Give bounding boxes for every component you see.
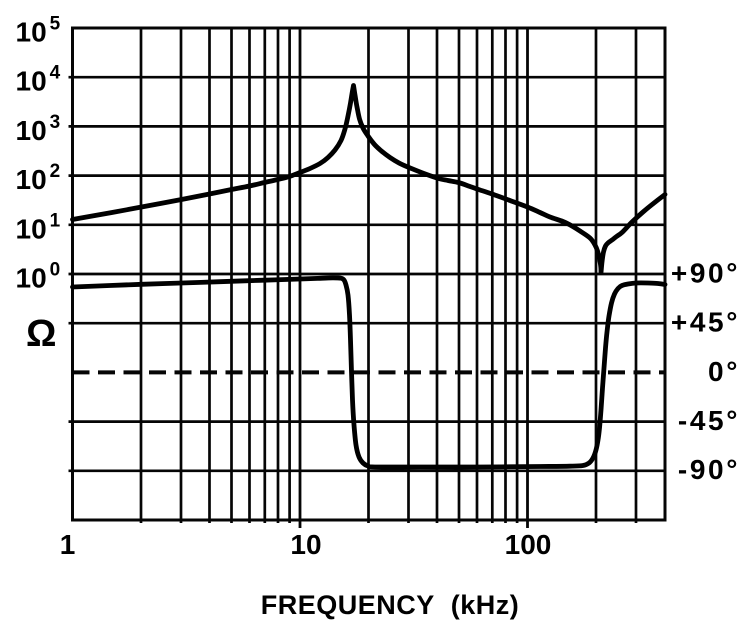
svg-text:1: 1 <box>60 529 76 560</box>
svg-text:+90°: +90° <box>671 257 740 288</box>
svg-text:+45°: +45° <box>671 307 740 338</box>
svg-text:Ω: Ω <box>26 313 56 355</box>
svg-text:100: 100 <box>505 529 552 560</box>
svg-text:-45°: -45° <box>678 405 740 436</box>
svg-text:-90°: -90° <box>678 454 740 485</box>
svg-text:10: 10 <box>290 529 321 560</box>
svg-text:FREQUENCY (kHz): FREQUENCY (kHz) <box>261 590 520 620</box>
svg-text:0°: 0° <box>708 356 740 387</box>
